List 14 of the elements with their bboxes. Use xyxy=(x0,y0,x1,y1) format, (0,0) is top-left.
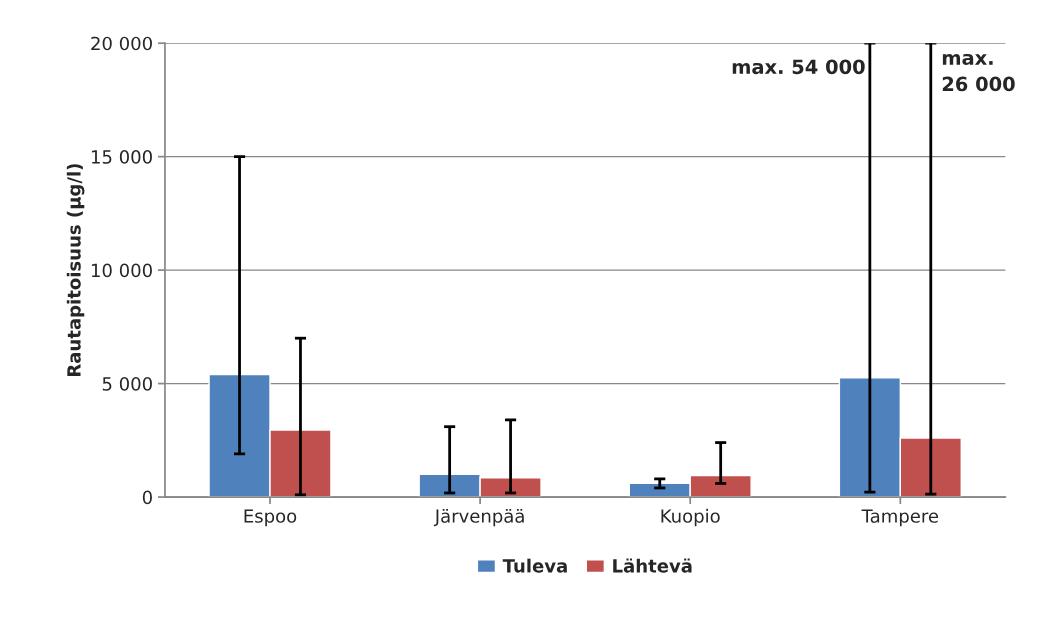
y-tick-label: 0 xyxy=(142,490,152,505)
y-tick-label: 20 000 xyxy=(91,36,152,51)
legend-label: Lähtevä xyxy=(613,558,692,573)
x-tick-label: Tampere xyxy=(861,509,939,527)
y-tick-label: 10 000 xyxy=(91,263,152,278)
legend-label: Tuleva xyxy=(502,558,567,573)
x-tick-label: Järvenpää xyxy=(433,508,524,527)
x-tick-label: Kuopio xyxy=(661,508,720,527)
annotation: max. 54 000 xyxy=(732,59,865,75)
annotation: max. 26 000 xyxy=(942,53,1015,92)
y-tick-label: 5 000 xyxy=(102,377,152,391)
y-axis-title: Rautapitoisuus (µg/l) xyxy=(66,164,85,376)
y-tick-label: 15 000 xyxy=(91,150,152,164)
x-tick-label: Espoo xyxy=(244,509,297,527)
